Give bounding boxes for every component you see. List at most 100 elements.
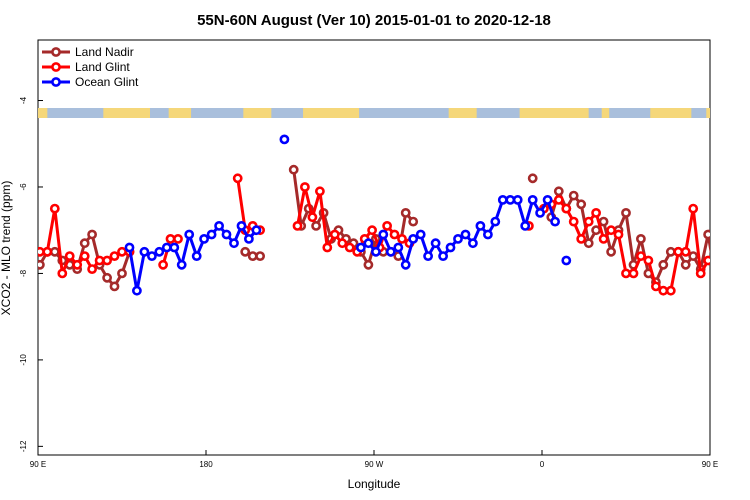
data-point: [712, 266, 719, 273]
data-point: [727, 261, 734, 268]
data-point: [680, 246, 691, 257]
y-tick-label: -6: [19, 183, 28, 191]
data-point: [527, 173, 538, 184]
data-point: [576, 199, 587, 210]
data-point: [695, 268, 706, 279]
data-point: [703, 229, 710, 240]
legend-marker: [51, 47, 61, 57]
y-axis-label: XCO2 - MLO trend (ppm): [0, 181, 13, 316]
data-point: [703, 255, 710, 266]
data-point: [154, 246, 165, 257]
data-point: [535, 207, 545, 218]
data-point: [191, 251, 202, 261]
data-point: [553, 194, 564, 205]
data-point: [131, 285, 142, 296]
data-point: [742, 253, 749, 260]
data-point: [497, 194, 508, 205]
chart-title: 55N-60N August (Ver 10) 2015-01-01 to 20…: [197, 12, 551, 29]
data-point: [329, 229, 340, 240]
data-point: [307, 212, 318, 223]
data-point: [636, 233, 646, 244]
data-point: [199, 233, 209, 244]
data-point: [57, 268, 68, 279]
data-point: [734, 287, 741, 294]
data-point: [397, 233, 407, 244]
data-point: [720, 240, 727, 247]
data-point: [688, 203, 699, 214]
data-point: [311, 220, 321, 231]
data-point: [169, 242, 180, 253]
data-point: [621, 268, 631, 279]
data-point: [591, 225, 601, 236]
data-point: [87, 229, 97, 240]
data-point: [742, 244, 749, 251]
data-point: [598, 233, 609, 244]
data-point: [561, 255, 572, 266]
data-point: [665, 246, 676, 257]
data-point: [583, 238, 594, 249]
data-point: [206, 229, 217, 240]
data-point: [389, 229, 400, 240]
y-tick-label: -12: [19, 440, 28, 452]
strip-ocean-band: [588, 108, 602, 118]
data-point: [400, 207, 411, 218]
legend-label: Ocean Glint: [75, 75, 139, 89]
data-point: [117, 246, 127, 257]
data-point: [229, 238, 239, 249]
data-point: [79, 251, 90, 261]
data-point: [568, 216, 579, 227]
strip-ocean-band: [191, 108, 244, 118]
data-point: [94, 255, 105, 266]
data-point: [583, 216, 594, 227]
strip-ocean-band: [476, 108, 520, 118]
data-point: [314, 186, 325, 197]
data-point: [79, 238, 90, 249]
y-tick-label: -10: [19, 354, 28, 366]
data-point: [734, 248, 741, 255]
data-point: [651, 281, 661, 292]
data-point: [355, 242, 366, 253]
data-point: [438, 251, 448, 261]
data-point: [288, 164, 299, 175]
data-point: [613, 229, 624, 240]
legend-item: Ocean Glint: [42, 75, 139, 89]
data-point: [415, 229, 426, 240]
data-point: [102, 255, 112, 266]
data-point: [214, 220, 224, 231]
x-tick-label: 90 E: [30, 460, 46, 469]
data-point: [598, 216, 609, 227]
data-point: [173, 233, 183, 244]
data-point: [109, 281, 120, 292]
series-ocean-glint: [124, 134, 750, 296]
series-layer: [38, 134, 750, 296]
data-point: [658, 285, 669, 296]
data-point: [184, 229, 195, 240]
data-point: [236, 220, 247, 231]
data-point: [146, 251, 157, 261]
strip-ocean-band: [150, 108, 169, 118]
data-point: [688, 251, 699, 261]
data-point: [102, 272, 112, 283]
x-tick-label: 0: [540, 460, 545, 469]
data-point: [628, 268, 639, 279]
data-point: [165, 233, 176, 244]
data-point: [512, 194, 523, 205]
legend-item: Land Glint: [42, 60, 130, 74]
x-tick-label: 180: [199, 460, 213, 469]
strip-ocean-band: [47, 108, 104, 118]
legend-marker: [51, 77, 61, 87]
legend-marker: [51, 62, 61, 72]
y-tick-label: -4: [19, 96, 28, 104]
data-point: [542, 194, 553, 205]
land-ocean-strip: [38, 108, 710, 118]
y-tick-label: -8: [19, 269, 28, 277]
data-point: [158, 259, 168, 270]
x-axis-label: Longitude: [348, 477, 401, 491]
data-point: [606, 246, 616, 257]
legend-item: Land Nadir: [42, 45, 134, 59]
data-point: [393, 242, 404, 253]
data-point: [255, 251, 265, 261]
series-line: [731, 235, 750, 291]
